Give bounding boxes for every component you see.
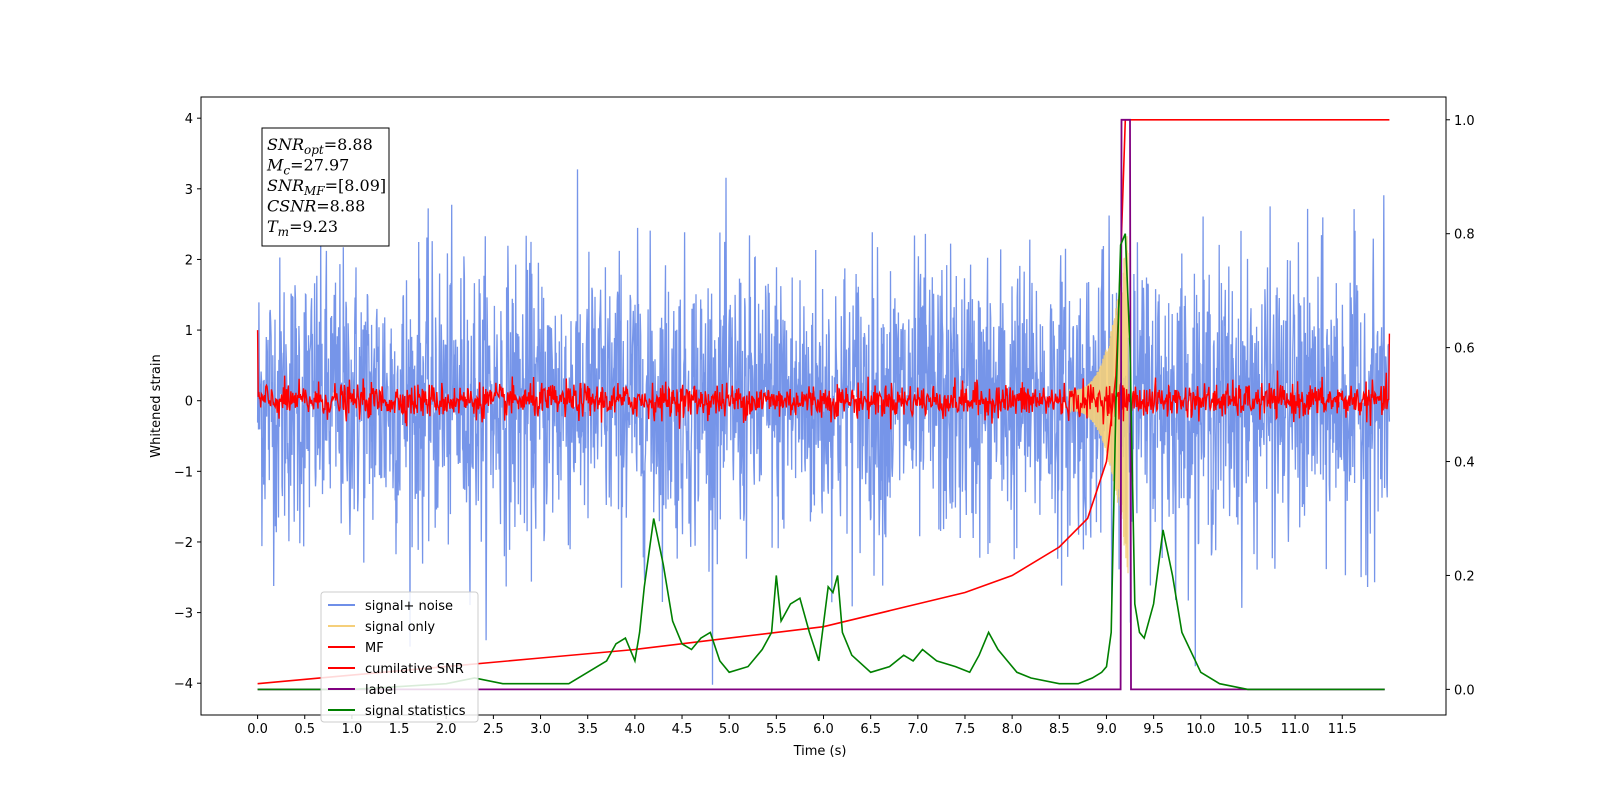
stats-var: SNR (267, 176, 304, 195)
stats-value: =8.88 (324, 135, 373, 154)
stats-value: =8.88 (316, 197, 365, 216)
series-mf (256, 330, 1391, 430)
stats-line: SNRopt=8.88 (267, 135, 373, 157)
y2-tick-label: 0.0 (1454, 683, 1475, 698)
x-axis: 0.0 0.5 1.0 1.5 2.0 2.5 3.0 3.5 4.0 4.5 5.0 5.5 6.0 6… (247, 715, 1357, 737)
x-tick-label: 6.0 (813, 722, 834, 737)
x-tick-label: 1.0 (342, 722, 363, 737)
y-tick-label: −3 (174, 607, 193, 622)
stats-var: T (267, 217, 279, 236)
x-tick-label: 10.5 (1233, 722, 1262, 737)
x-tick-label: 7.5 (955, 722, 976, 737)
x-tick-label: 4.5 (672, 722, 693, 737)
x-tick-label: 8.5 (1049, 722, 1070, 737)
legend-frame (320, 591, 479, 723)
stats-line: SNRMF=[8.09] (267, 176, 386, 198)
x-tick-label: 9.5 (1143, 722, 1164, 737)
legend: signal+ noise signal only MF cumilative SNR… (320, 591, 479, 723)
x-tick-label: 6.5 (860, 722, 881, 737)
x-tick-label: 5.5 (766, 722, 787, 737)
y-tick-label: 0 (185, 395, 193, 410)
stats-line: Tm=9.23 (267, 217, 338, 239)
y-tick-label: −2 (174, 536, 193, 551)
legend-entry-label: MF (365, 641, 384, 656)
stats-var: SNR (267, 135, 304, 154)
x-tick-label: 9.0 (1096, 722, 1117, 737)
x-tick-label: 5.0 (719, 722, 740, 737)
stats-var: CSNR (267, 197, 316, 216)
series-signal-noise (256, 169, 1391, 685)
y2-tick-label: 0.6 (1454, 342, 1475, 357)
y-tick-label: 3 (185, 183, 193, 198)
x-tick-label: 0.0 (247, 722, 268, 737)
y-tick-label: 2 (185, 253, 193, 268)
series-layer (256, 118, 1391, 691)
series-signal-statistics (257, 233, 1385, 691)
y2-tick-label: 1.0 (1454, 114, 1475, 129)
x-tick-label: 3.5 (577, 722, 598, 737)
stats-value: =[8.09] (325, 176, 387, 195)
x-tick-label: 10.0 (1186, 722, 1215, 737)
x-tick-label: 2.5 (483, 722, 504, 737)
stats-line: CSNR=8.88 (267, 197, 365, 216)
stats-line: Mc=27.97 (266, 156, 349, 178)
stats-var: M (266, 156, 284, 175)
legend-entry-label: label (365, 683, 396, 698)
y2-tick-label: 0.2 (1454, 569, 1475, 584)
y-axis-label: Whitened strain (149, 354, 164, 457)
y-tick-label: 4 (185, 112, 193, 127)
legend-entry-label: signal+ noise (365, 599, 453, 614)
stats-value: =9.23 (289, 217, 338, 236)
series-label (257, 118, 1385, 691)
stats-subscript: m (278, 225, 289, 239)
x-tick-label: 2.0 (436, 722, 457, 737)
x-tick-label: 8.0 (1002, 722, 1023, 737)
y2-tick-label: 0.4 (1454, 456, 1475, 471)
legend-entry-label: signal only (365, 620, 435, 635)
y-axis-left: 4 3 2 1 0 −1 −2 −3 −4 (174, 112, 201, 692)
x-tick-label: 0.5 (294, 722, 315, 737)
stats-subscript: opt (304, 143, 324, 157)
legend-entry-label: cumilative SNR (365, 662, 464, 677)
stats-subscript: MF (303, 184, 325, 198)
y-tick-label: −4 (174, 677, 193, 692)
y-tick-label: −1 (174, 465, 193, 480)
x-tick-label: 11.5 (1328, 722, 1357, 737)
x-tick-label: 7.0 (907, 722, 928, 737)
x-tick-label: 1.5 (389, 722, 410, 737)
x-tick-label: 11.0 (1281, 722, 1310, 737)
stats-subscript: c (283, 164, 290, 178)
y2-tick-label: 0.8 (1454, 228, 1475, 243)
legend-entry-label: signal statistics (365, 704, 466, 719)
stats-box-frame (261, 127, 390, 247)
x-tick-label: 4.0 (625, 722, 646, 737)
x-tick-label: 3.0 (530, 722, 551, 737)
y-tick-label: 1 (185, 324, 193, 339)
x-axis-label: Time (s) (793, 744, 847, 759)
stats-value: =27.97 (290, 156, 349, 175)
y-axis-right: 1.0 0.8 0.6 0.4 0.2 0.0 (1446, 114, 1475, 698)
stats-annotation-box: SNRopt=8.88Mc=27.97SNRMF=[8.09]CSNR=8.88… (261, 127, 390, 247)
